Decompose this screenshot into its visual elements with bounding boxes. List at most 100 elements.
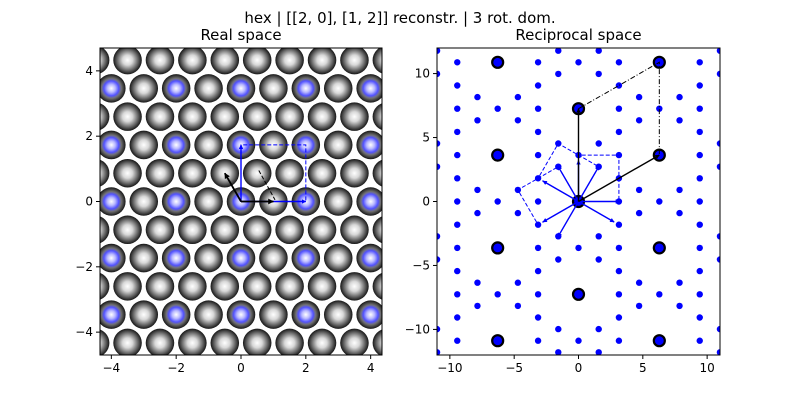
overlayer-spot: [437, 233, 441, 240]
x-tick-label: −10: [437, 361, 462, 375]
substrate-atom: [242, 328, 272, 355]
overlayer-spot: [454, 198, 461, 205]
substrate-atom: [100, 329, 110, 355]
overlayer-spot: [534, 314, 542, 321]
overlayer-spot: [716, 140, 720, 147]
overlayer-spot: [676, 302, 683, 310]
overlayer-site: [166, 22, 186, 42]
x-tick-label: −5: [505, 361, 523, 375]
overlayer-spot: [635, 186, 643, 194]
substrate-atom: [129, 187, 159, 216]
overlayer-reciprocal-vector: [578, 200, 615, 223]
substrate-spot: [491, 241, 505, 255]
overlayer-spot: [534, 105, 542, 112]
overlayer-spot: [635, 279, 643, 286]
overlayer-spot: [656, 291, 663, 298]
overlayer-spot: [534, 151, 542, 159]
overlayer-spot: [454, 59, 461, 66]
x-tick-label: 5: [639, 361, 647, 375]
substrate-atom: [65, 18, 94, 47]
substrate-atom: [323, 243, 353, 273]
overlayer-spot: [716, 70, 720, 78]
overlayer-spot: [696, 59, 703, 66]
overlayer-site: [166, 134, 187, 155]
overlayer-spot: [696, 221, 703, 228]
overlayer-spot: [716, 233, 720, 240]
overlayer-site: [101, 304, 122, 325]
substrate-atom: [129, 357, 158, 386]
overlayer-site: [166, 191, 187, 212]
substrate-atom: [372, 329, 382, 355]
overlayer-site: [101, 191, 122, 212]
overlayer-spot: [595, 233, 602, 240]
overlayer-spot: [716, 48, 720, 54]
x-tick-label: 2: [302, 361, 310, 375]
overlayer-site: [295, 78, 316, 99]
x-tick-label: −2: [167, 361, 185, 375]
overlayer-spot: [615, 244, 623, 252]
overlayer-spot: [696, 151, 703, 159]
x-tick-label: 10: [699, 361, 714, 375]
overlayer-reciprocal-vector: [557, 201, 580, 238]
overlayer-spot: [635, 117, 643, 124]
overlayer-spot: [595, 349, 602, 355]
reciprocal-space-axes: −10 −5 0 5 10 −10 −5 0 5 10: [405, 67, 715, 375]
overlayer-site: [231, 304, 251, 325]
overlayer-spot: [534, 128, 542, 136]
overlayer-spot: [595, 70, 602, 78]
substrate-atom: [340, 102, 369, 131]
substrate-atom: [259, 243, 288, 273]
substrate-atom: [129, 74, 159, 103]
overlayer-spot: [595, 256, 602, 263]
overlayer-spot: [514, 209, 522, 217]
substrate-atom: [129, 130, 159, 160]
substrate-atom: [65, 74, 94, 103]
substrate-atom: [210, 272, 240, 301]
substrate-spot: [571, 287, 586, 301]
overlayer-spot: [615, 314, 623, 321]
y-tick-label: 10: [415, 67, 430, 81]
overlayer-spot: [474, 186, 481, 194]
overlayer-spot: [696, 175, 703, 182]
overlayer-spot: [615, 221, 623, 228]
overlayer-spot: [555, 70, 562, 78]
substrate-atom: [259, 357, 288, 386]
overlayer-spot: [454, 337, 461, 344]
substrate-atom: [100, 48, 110, 74]
substrate-atom: [307, 272, 337, 301]
overlayer-spot: [696, 314, 703, 321]
overlayer-spot: [696, 291, 703, 298]
overlayer-spot: [437, 325, 441, 333]
substrate-atom: [113, 328, 142, 355]
overlayer-spot: [615, 105, 623, 112]
overlayer-spot: [437, 256, 441, 263]
overlayer-spot: [656, 105, 663, 112]
x-tick-label: 0: [237, 361, 245, 375]
substrate-unit-cell: [258, 170, 276, 201]
overlayer-spot: [615, 267, 623, 275]
overlayer-spot: [595, 325, 602, 333]
substrate-atom: [100, 216, 110, 244]
substrate-atom: [372, 159, 382, 187]
substrate-atom: [275, 272, 304, 301]
substrate-atom: [340, 272, 369, 301]
overlayer-spot: [454, 175, 461, 182]
substrate-atom: [145, 102, 175, 131]
overlayer-spot: [454, 105, 461, 112]
substrate-atom: [210, 328, 240, 355]
overlayer-spot: [615, 128, 623, 136]
overlayer-reciprocal-vector: [577, 165, 600, 202]
substrate-atom: [145, 328, 175, 355]
overlayer-spot: [494, 105, 501, 112]
overlayer-spot: [474, 302, 481, 310]
substrate-atom: [389, 131, 418, 160]
y-tick-label: 4: [85, 64, 93, 78]
substrate-atom: [194, 300, 223, 329]
y-tick-label: 0: [422, 195, 430, 209]
substrate-atom: [323, 74, 353, 103]
overlayer-reciprocal-vector: [542, 200, 579, 223]
substrate-spot: [652, 241, 666, 255]
overlayer-spot: [454, 128, 461, 136]
overlayer-spot: [437, 163, 441, 170]
